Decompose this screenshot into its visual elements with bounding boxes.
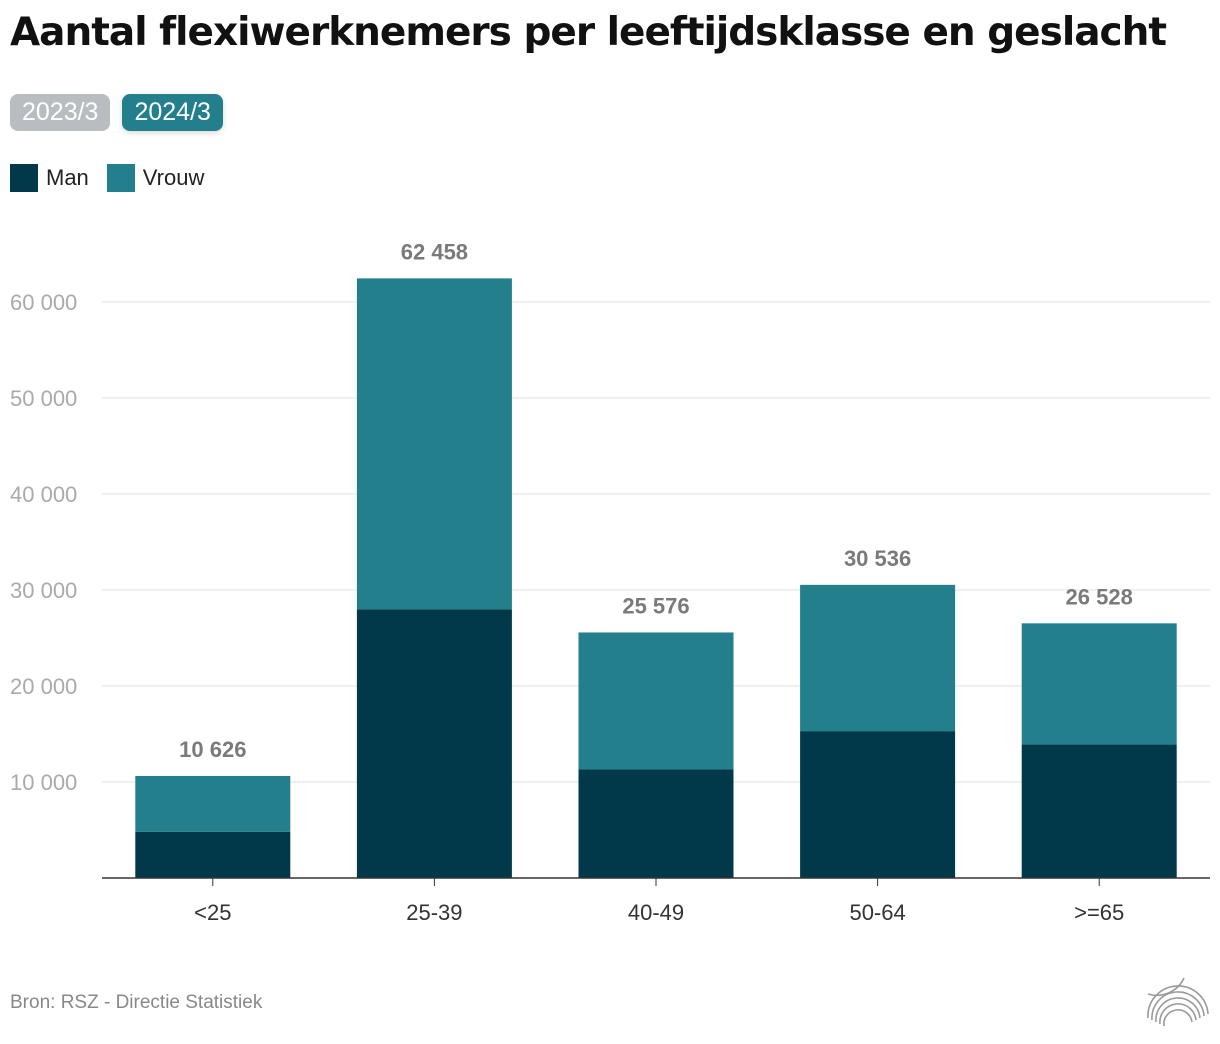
x-tick-label: <25 xyxy=(194,900,231,925)
bar-man xyxy=(356,609,512,878)
legend-item-vrouw: Vrouw xyxy=(106,164,205,192)
y-tick-label: 30 000 xyxy=(10,578,77,603)
chart-title: Aantal flexiwerknemers per leeftijdsklas… xyxy=(10,10,1167,55)
y-tick-label: 10 000 xyxy=(10,770,77,795)
brand-logo-icon xyxy=(1147,977,1209,1027)
bar-vrouw xyxy=(578,632,734,770)
bar-man xyxy=(578,769,734,878)
bar-man xyxy=(800,731,956,878)
total-label: 25 576 xyxy=(622,593,689,618)
y-tick-label: 20 000 xyxy=(10,674,77,699)
bar-man xyxy=(135,831,291,878)
total-label: 26 528 xyxy=(1066,584,1133,609)
legend-swatch-vrouw xyxy=(106,164,135,192)
legend: Man Vrouw xyxy=(10,164,204,192)
legend-label-vrouw: Vrouw xyxy=(142,165,205,190)
x-tick-label: 25-39 xyxy=(406,900,462,925)
bar-vrouw xyxy=(135,775,291,832)
period-toggle-group: 2023/3 2024/3 xyxy=(10,94,223,131)
total-label: 62 458 xyxy=(401,239,468,264)
bar-vrouw xyxy=(1021,623,1177,745)
bar-chart: 10 000 20 000 30 000 40 000 50 000 60 000 10 6… xyxy=(10,239,1210,925)
legend-item-man: Man xyxy=(10,164,89,192)
legend-swatch-man xyxy=(10,164,38,192)
bar-man xyxy=(1021,744,1177,878)
x-tick-label: 40-49 xyxy=(628,900,684,925)
x-tick-label: 50-64 xyxy=(849,900,905,925)
bar-vrouw xyxy=(356,278,512,610)
legend-label-man: Man xyxy=(46,165,89,190)
period-toggle-2023-3[interactable]: 2023/3 xyxy=(10,94,111,131)
bar-vrouw xyxy=(800,584,956,732)
period-toggle-2024-3[interactable]: 2024/3 xyxy=(122,94,223,131)
y-tick-label: 40 000 xyxy=(10,482,77,507)
total-label: 30 536 xyxy=(844,546,911,571)
total-label: 10 626 xyxy=(179,737,246,762)
source-note: Bron: RSZ - Directie Statistiek xyxy=(10,992,263,1013)
y-tick-label: 50 000 xyxy=(10,386,77,411)
y-tick-label: 60 000 xyxy=(10,290,77,315)
x-tick-label: >=65 xyxy=(1074,900,1124,925)
